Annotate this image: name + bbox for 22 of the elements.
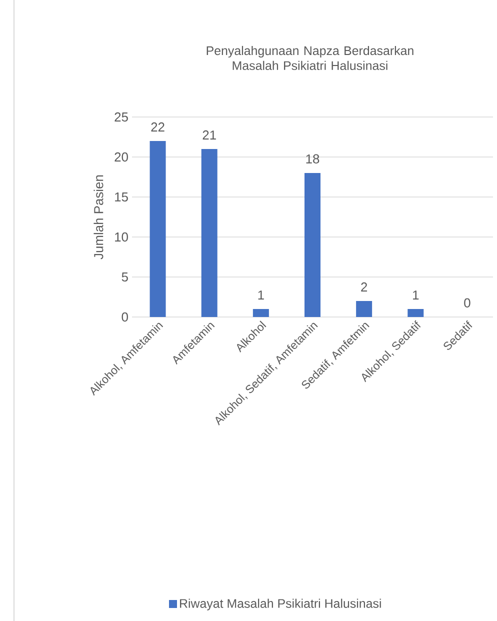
bar — [304, 172, 320, 317]
bar — [201, 148, 218, 317]
data-label: 2 — [361, 282, 368, 292]
bar — [408, 308, 424, 317]
bar — [150, 140, 166, 317]
y-tick-label: 0 — [122, 312, 128, 322]
bar — [356, 300, 372, 317]
y-tick-label: 5 — [122, 272, 128, 282]
legend-label: Riwayat Masalah Psikiatri Halusinasi — [180, 598, 381, 610]
y-tick-label: 15 — [115, 192, 128, 202]
data-label: 1 — [413, 290, 419, 300]
y-tick-label: 20 — [114, 152, 128, 162]
y-axis-title: Jumlah Pasien — [94, 175, 104, 260]
data-label: 0 — [464, 298, 470, 308]
data-label: 22 — [151, 122, 164, 132]
data-label: 21 — [202, 130, 216, 140]
bar — [252, 308, 269, 317]
chart-title: Penyalahgunaan Napza Berdasarkan Masalah Psikiatri Halusinasi — [206, 46, 414, 70]
y-tick-label: 10 — [115, 232, 128, 242]
data-label: 18 — [306, 154, 320, 164]
data-label: 1 — [258, 290, 264, 300]
y-tick-label: 25 — [114, 112, 128, 122]
